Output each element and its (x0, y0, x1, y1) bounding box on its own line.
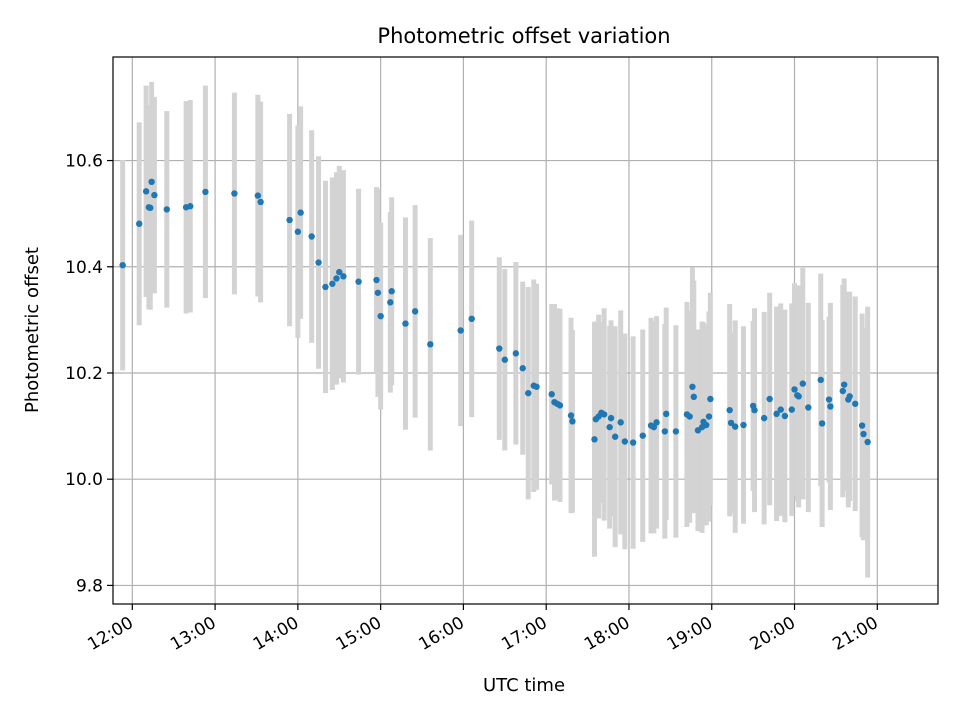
data-point (255, 192, 261, 198)
y-tick-label: 10.0 (65, 470, 103, 490)
data-point (852, 401, 858, 407)
data-point (795, 393, 801, 399)
data-point (308, 233, 314, 239)
data-point (286, 217, 292, 223)
data-point (148, 179, 154, 185)
data-point (617, 419, 623, 425)
data-point (549, 391, 555, 397)
chart: 12:00 13:00 14:00 15:00 16:00 17:00 18:00 19:00… (0, 0, 960, 720)
data-point (653, 419, 659, 425)
data-point (663, 411, 669, 417)
data-point (297, 209, 303, 215)
data-point (707, 396, 713, 402)
data-point (315, 259, 321, 265)
data-point (322, 284, 328, 290)
data-point (119, 262, 125, 268)
data-point (689, 384, 695, 390)
data-point (827, 403, 833, 409)
data-point (377, 313, 383, 319)
data-point (819, 420, 825, 426)
data-point (789, 406, 795, 412)
data-point (373, 277, 379, 283)
y-tick-label: 10.6 (65, 152, 103, 172)
data-point (726, 407, 732, 413)
data-point (766, 396, 772, 402)
data-point (841, 381, 847, 387)
data-point (608, 415, 614, 421)
data-point (568, 412, 574, 418)
data-point (751, 407, 757, 413)
data-point (840, 388, 846, 394)
data-point (375, 290, 381, 296)
data-point (387, 299, 393, 305)
data-point (859, 422, 865, 428)
data-point (640, 432, 646, 438)
data-point (402, 320, 408, 326)
chart-title: Photometric offset variation (377, 24, 670, 48)
data-point (569, 418, 575, 424)
data-point (591, 436, 597, 442)
data-point (136, 221, 142, 227)
data-point (520, 365, 526, 371)
data-point (673, 428, 679, 434)
data-point (791, 386, 797, 392)
data-point (860, 431, 866, 437)
data-point (864, 439, 870, 445)
data-point (329, 281, 335, 287)
data-point (761, 415, 767, 421)
y-tick-label: 10.4 (65, 258, 103, 278)
data-point (800, 380, 806, 386)
data-point (412, 308, 418, 314)
data-point (202, 189, 208, 195)
data-point (706, 413, 712, 419)
data-point (468, 316, 474, 322)
data-point (826, 396, 832, 402)
data-point (427, 341, 433, 347)
data-point (147, 205, 153, 211)
data-point (686, 413, 692, 419)
data-point (533, 384, 539, 390)
data-point (778, 406, 784, 412)
data-point (340, 273, 346, 279)
data-point (818, 377, 824, 383)
data-point (606, 424, 612, 430)
data-point (630, 439, 636, 445)
data-point (457, 327, 463, 333)
data-point (612, 434, 618, 440)
data-point (732, 423, 738, 429)
data-point (847, 393, 853, 399)
data-point (164, 206, 170, 212)
data-point (513, 350, 519, 356)
data-point (703, 422, 709, 428)
data-point (496, 345, 502, 351)
data-point (295, 229, 301, 235)
data-point (691, 394, 697, 400)
data-point (622, 438, 628, 444)
data-point (231, 190, 237, 196)
data-point (557, 402, 563, 408)
data-point (143, 188, 149, 194)
data-point (662, 428, 668, 434)
data-point (355, 278, 361, 284)
data-point (601, 411, 607, 417)
data-point (257, 199, 263, 205)
data-point (151, 192, 157, 198)
y-axis-label: Photometric offset (22, 247, 43, 413)
data-point (740, 422, 746, 428)
data-point (525, 390, 531, 396)
y-tick-label: 10.2 (65, 364, 103, 384)
x-axis-label: UTC time (483, 675, 565, 696)
y-tick-label: 9.8 (76, 576, 103, 596)
data-point (782, 413, 788, 419)
data-point (187, 203, 193, 209)
data-point (805, 404, 811, 410)
data-point (502, 357, 508, 363)
data-point (388, 288, 394, 294)
data-point (333, 275, 339, 281)
